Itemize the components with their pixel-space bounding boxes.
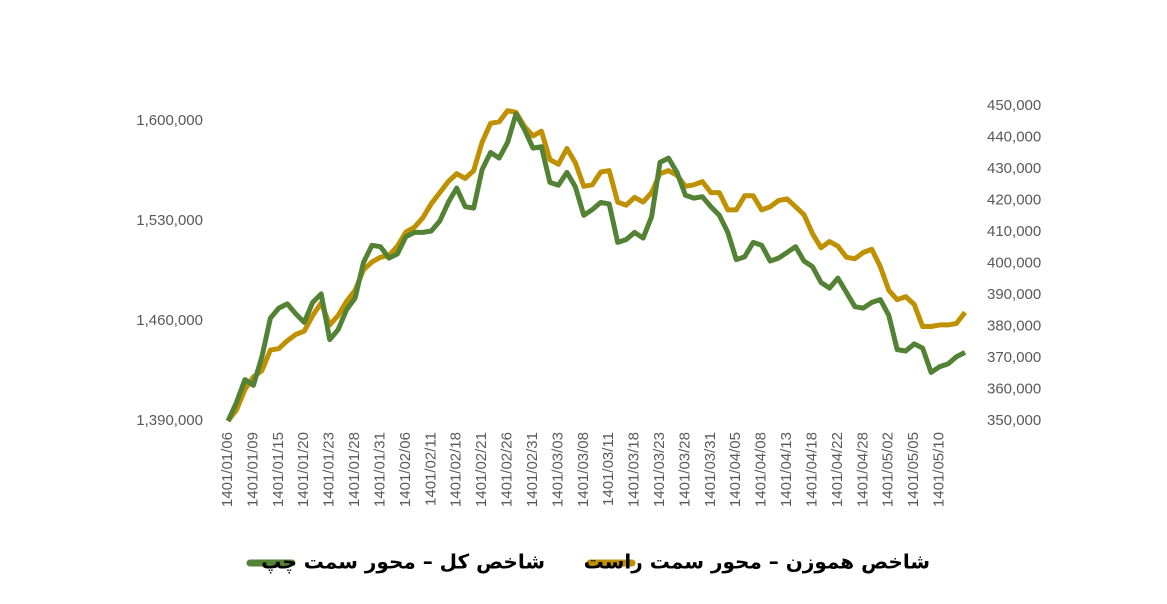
x-tick-label: 1401/04/05 <box>727 432 744 507</box>
y2-tick-label: 440,000 <box>987 128 1041 145</box>
x-tick-label: 1401/05/10 <box>931 432 948 507</box>
x-tick-label: 1401/03/03 <box>549 432 566 507</box>
series-line <box>225 111 967 423</box>
x-tick-label: 1401/05/05 <box>905 432 922 507</box>
x-tick-label: 1401/01/06 <box>219 432 236 507</box>
y2-tick-label: 390,000 <box>987 286 1041 303</box>
y2-tick-label: 370,000 <box>987 349 1041 366</box>
x-tick-label: 1401/02/26 <box>499 432 516 507</box>
x-tick-label: 1401/01/28 <box>346 432 363 507</box>
x-tick-label: 1401/03/28 <box>676 432 693 507</box>
y2-tick-label: 350,000 <box>987 412 1041 429</box>
y2-tick-label: 430,000 <box>987 160 1041 177</box>
x-tick-label: 1401/03/08 <box>575 432 592 507</box>
y2-tick-label: 450,000 <box>987 97 1041 114</box>
y-tick-label: 1,390,000 <box>136 412 203 429</box>
series-line <box>226 108 967 423</box>
y-tick-label: 1,530,000 <box>136 212 203 229</box>
x-tick-label: 1401/03/18 <box>626 432 643 507</box>
legend-label: شاخص کل – محور سمت چپ <box>261 550 545 575</box>
y2-tick-label: 360,000 <box>987 380 1041 397</box>
y2-tick-label: 420,000 <box>987 191 1041 208</box>
x-tick-label: 1401/03/31 <box>702 432 719 507</box>
x-tick-label: 1401/02/21 <box>473 432 490 507</box>
x-tick-label: 1401/01/23 <box>321 432 338 507</box>
y-tick-label: 1,460,000 <box>136 312 203 329</box>
x-tick-label: 1401/02/11 <box>422 432 439 506</box>
x-tick-label: 1401/01/15 <box>270 432 287 507</box>
x-tick-label: 1401/01/31 <box>371 432 388 507</box>
x-tick-label: 1401/02/31 <box>524 432 541 507</box>
y-tick-label: 1,600,000 <box>136 112 203 129</box>
x-tick-label: 1401/03/11 <box>600 432 617 506</box>
x-tick-label: 1401/04/13 <box>778 432 795 507</box>
y2-tick-label: 380,000 <box>987 317 1041 334</box>
x-tick-label: 1401/01/09 <box>244 432 261 507</box>
x-tick-label: 1401/04/18 <box>803 432 820 507</box>
x-tick-label: 1401/02/06 <box>397 432 414 507</box>
x-tick-label: 1401/02/18 <box>448 432 465 507</box>
x-tick-label: 1401/04/08 <box>753 432 770 507</box>
x-tick-label: 1401/04/28 <box>854 432 871 507</box>
x-tick-label: 1401/05/02 <box>880 432 897 507</box>
y2-tick-label: 410,000 <box>987 223 1041 240</box>
x-tick-label: 1401/01/20 <box>295 432 312 507</box>
legend-label: شاخص هموزن – محور سمت راست <box>584 550 930 574</box>
x-tick-label: 1401/03/23 <box>651 432 668 507</box>
y2-tick-label: 400,000 <box>987 254 1041 271</box>
x-tick-label: 1401/04/22 <box>829 432 846 507</box>
